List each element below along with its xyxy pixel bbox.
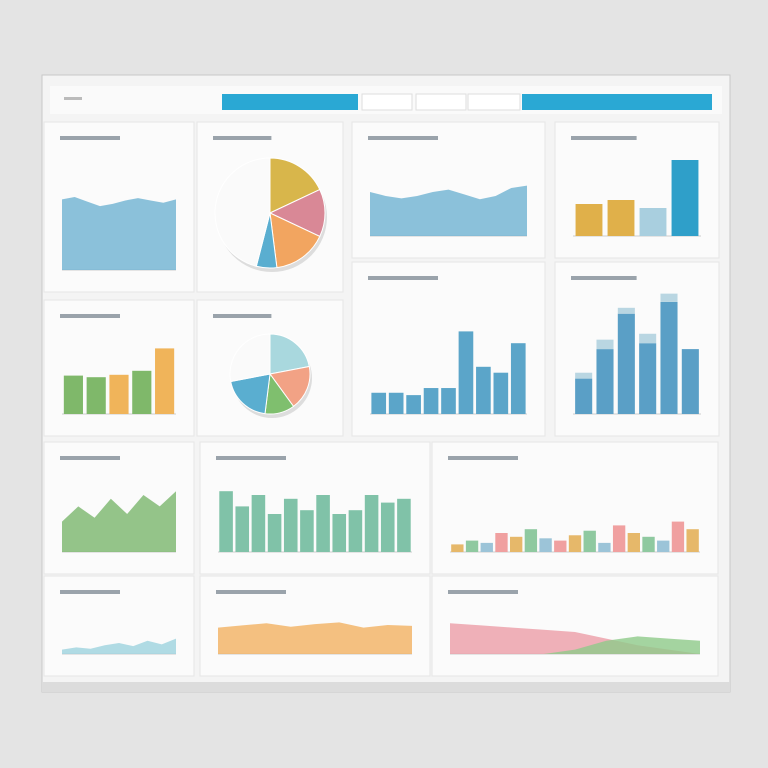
bar bbox=[380, 502, 395, 552]
bar bbox=[283, 498, 298, 552]
area bbox=[62, 638, 176, 654]
bar bbox=[364, 495, 379, 552]
bar bbox=[627, 533, 640, 552]
panel-title bbox=[60, 314, 120, 318]
bar-segment bbox=[596, 339, 614, 350]
bar bbox=[109, 374, 129, 414]
bar bbox=[671, 521, 685, 552]
bar bbox=[598, 542, 611, 552]
bar bbox=[406, 395, 421, 414]
pie-slice bbox=[229, 333, 271, 383]
bar bbox=[554, 540, 567, 552]
bar bbox=[480, 542, 493, 552]
panel-title bbox=[448, 590, 518, 594]
bar-segment bbox=[617, 313, 635, 414]
bar-segment bbox=[639, 343, 657, 414]
bar bbox=[476, 366, 491, 414]
panel-title bbox=[368, 136, 438, 140]
tab-button[interactable] bbox=[415, 93, 467, 111]
panel-title bbox=[216, 590, 286, 594]
bar-segment bbox=[575, 372, 593, 379]
bar bbox=[524, 529, 538, 552]
bar bbox=[235, 506, 250, 552]
bar bbox=[371, 392, 387, 414]
tab-bar[interactable] bbox=[222, 94, 358, 110]
bar bbox=[423, 388, 439, 414]
bar bbox=[332, 514, 347, 552]
bar-segment bbox=[617, 307, 635, 314]
bar bbox=[686, 529, 699, 552]
area bbox=[370, 185, 527, 236]
bar bbox=[251, 495, 266, 552]
panel-title bbox=[60, 136, 120, 140]
bar bbox=[316, 495, 330, 552]
panel bbox=[431, 441, 719, 575]
panel-title bbox=[571, 276, 637, 280]
bar bbox=[510, 343, 526, 414]
bar-segment bbox=[596, 349, 614, 414]
pie-slice bbox=[269, 365, 311, 408]
bar bbox=[300, 510, 314, 552]
bar bbox=[63, 375, 83, 414]
bar-segment bbox=[660, 293, 678, 302]
panel-title bbox=[60, 456, 120, 460]
bar bbox=[86, 377, 106, 414]
bar bbox=[451, 544, 464, 552]
panel bbox=[199, 441, 431, 575]
bar-segment bbox=[639, 333, 657, 344]
bar-segment bbox=[681, 349, 699, 414]
bar bbox=[397, 498, 411, 552]
tab-button[interactable] bbox=[467, 93, 521, 111]
bar bbox=[510, 536, 523, 552]
pie-slice bbox=[269, 212, 321, 269]
menu-icon[interactable] bbox=[64, 97, 82, 100]
bar bbox=[639, 208, 667, 236]
pie-slice bbox=[269, 157, 321, 214]
bar bbox=[348, 510, 363, 552]
area bbox=[62, 197, 176, 270]
bar bbox=[219, 491, 233, 552]
bar bbox=[575, 204, 603, 236]
bar bbox=[388, 392, 404, 414]
bar bbox=[495, 533, 508, 552]
panel-title bbox=[448, 456, 518, 460]
pie-slice bbox=[269, 333, 310, 375]
bar bbox=[493, 372, 509, 414]
panel-title bbox=[368, 276, 438, 280]
bar-segment bbox=[660, 301, 678, 414]
bar bbox=[642, 536, 655, 552]
bar bbox=[458, 331, 474, 414]
pie-slice bbox=[230, 373, 271, 415]
bar bbox=[539, 538, 552, 552]
bar bbox=[132, 370, 152, 414]
panel-title bbox=[60, 590, 120, 594]
bar bbox=[441, 388, 456, 414]
bar bbox=[657, 540, 670, 552]
window-bottom bbox=[42, 682, 730, 692]
area bbox=[62, 491, 176, 552]
bar bbox=[612, 525, 626, 552]
panel-title bbox=[216, 456, 286, 460]
panel-title bbox=[213, 314, 272, 318]
bar bbox=[465, 540, 479, 552]
panel-title bbox=[571, 136, 637, 140]
pie-slice bbox=[214, 157, 271, 267]
panels bbox=[43, 121, 720, 677]
area bbox=[450, 636, 700, 654]
tab-button[interactable] bbox=[361, 93, 413, 111]
bar bbox=[155, 348, 175, 414]
area bbox=[218, 622, 412, 654]
tab-bar[interactable] bbox=[522, 94, 712, 110]
bar bbox=[671, 160, 699, 236]
panel-title bbox=[213, 136, 272, 140]
bar bbox=[267, 514, 282, 552]
bar-segment bbox=[575, 378, 593, 414]
bar bbox=[568, 535, 582, 552]
bar bbox=[607, 200, 635, 236]
bar bbox=[583, 530, 596, 552]
